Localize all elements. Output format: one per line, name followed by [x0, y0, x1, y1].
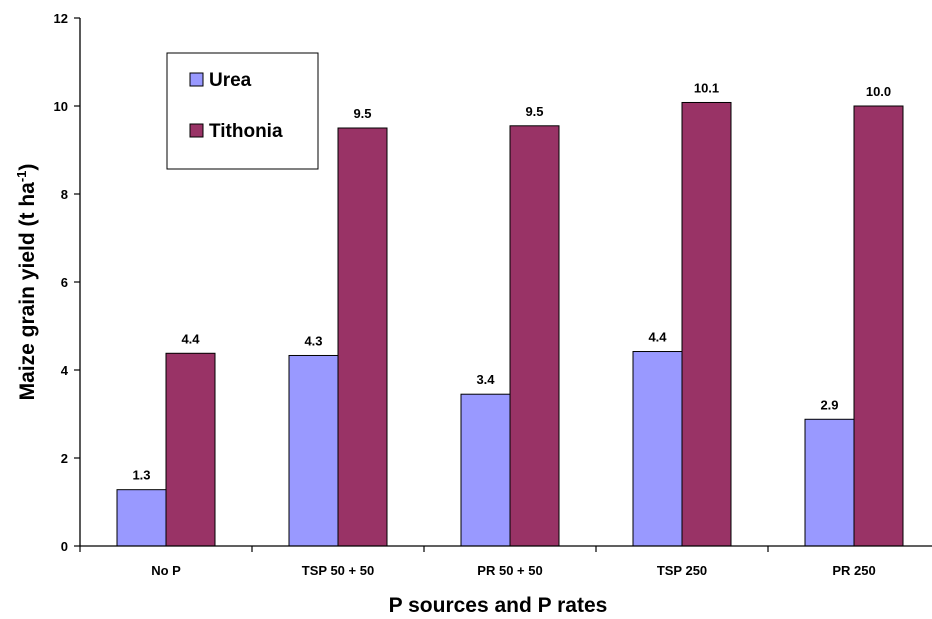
- bar-tithonia-0: [166, 353, 215, 546]
- legend-label-urea: Urea: [209, 70, 252, 91]
- legend-swatch-urea: [190, 73, 203, 86]
- data-label-urea-0: 1.3: [132, 468, 150, 483]
- bar-urea-1: [289, 355, 338, 546]
- bar-urea-2: [461, 394, 510, 546]
- y-ticks: 0 2 4 6 8 10 12: [54, 11, 80, 554]
- y-axis-title-main: Maize grain yield (t ha: [16, 182, 39, 401]
- bar-tithonia-1: [338, 128, 387, 546]
- data-label-tithonia-2: 9.5: [525, 104, 543, 119]
- bar-tithonia-3: [682, 102, 731, 546]
- bar-tithonia-2: [510, 126, 559, 546]
- x-tick-label: TSP 50 + 50: [302, 563, 374, 578]
- y-axis-title-end: ): [16, 164, 39, 171]
- data-label-tithonia-0: 4.4: [181, 331, 200, 346]
- data-label-tithonia-1: 9.5: [353, 106, 371, 121]
- bar-urea-3: [633, 352, 682, 546]
- y-tick-label: 10: [54, 99, 68, 114]
- y-tick-label: 0: [61, 539, 68, 554]
- x-tick-label: PR 250: [832, 563, 875, 578]
- bar-urea-4: [805, 419, 854, 546]
- data-label-urea-1: 4.3: [304, 333, 322, 348]
- x-axis-title: P sources and P rates: [389, 594, 608, 617]
- data-label-tithonia-4: 10.0: [866, 84, 891, 99]
- bar-urea-0: [117, 490, 166, 546]
- legend: Urea Tithonia: [167, 53, 318, 169]
- bar-tithonia-4: [854, 106, 903, 546]
- y-axis-title-sup: -1: [14, 171, 29, 183]
- data-label-urea-3: 4.4: [648, 330, 667, 345]
- data-label-tithonia-3: 10.1: [694, 80, 719, 95]
- legend-swatch-tithonia: [190, 124, 203, 137]
- data-label-urea-4: 2.9: [820, 397, 838, 412]
- y-tick-label: 2: [61, 451, 68, 466]
- legend-label-tithonia: Tithonia: [209, 121, 283, 142]
- x-tick-label: PR 50 + 50: [477, 563, 542, 578]
- x-tick-label: No P: [151, 563, 181, 578]
- y-axis-title: Maize grain yield (t ha-1): [14, 164, 39, 401]
- data-label-urea-2: 3.4: [476, 372, 495, 387]
- y-tick-label: 6: [61, 275, 68, 290]
- x-tick-label: TSP 250: [657, 563, 707, 578]
- y-tick-label: 8: [61, 187, 68, 202]
- y-tick-label: 4: [61, 363, 69, 378]
- y-tick-label: 12: [54, 11, 68, 26]
- x-ticks: No P TSP 50 + 50 PR 50 + 50 TSP 250 PR 250: [80, 546, 932, 578]
